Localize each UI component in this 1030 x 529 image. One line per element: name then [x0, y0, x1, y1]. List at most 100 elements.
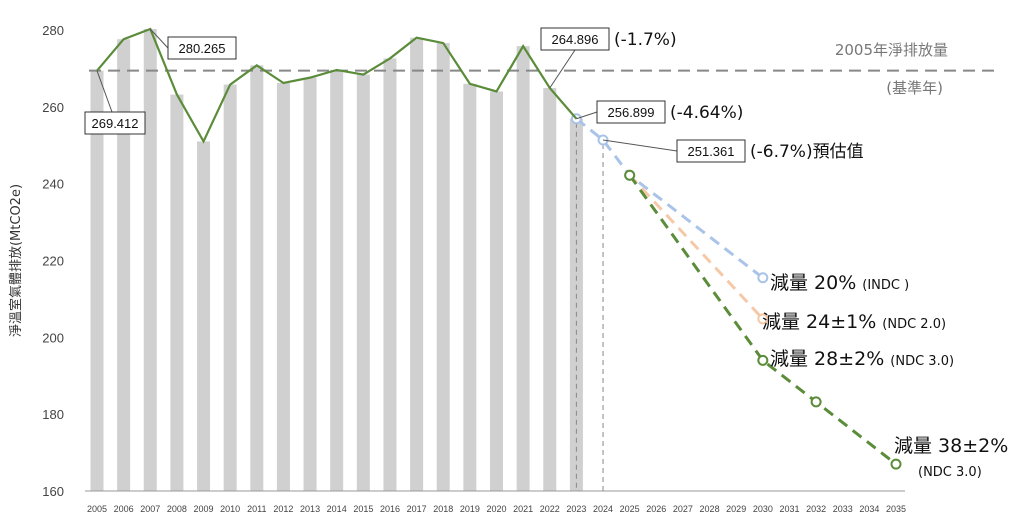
- actual-line: [96, 27, 578, 144]
- bar-2007: [143, 28, 157, 491]
- callout-leader-1: [149, 28, 169, 49]
- bar-2015: [356, 74, 370, 492]
- x-tick-2013: 2013: [300, 504, 320, 514]
- projection-label-2: 減量 28±2%: [770, 348, 884, 370]
- bar-2021: [516, 46, 530, 491]
- x-tick-2021: 2021: [513, 504, 533, 514]
- callout-leader-4: [602, 139, 678, 152]
- x-tick-2026: 2026: [646, 504, 666, 514]
- projection-label-1: 減量 24±1%: [762, 311, 876, 333]
- projection-sublabel-0: (INDC ): [862, 278, 909, 293]
- x-tick-2030: 2030: [753, 504, 773, 514]
- callouts-group: 269.412 280.265 264.896 (-1.7%) 256.899 (-4.6…: [84, 27, 864, 163]
- y-tick-200: 200: [42, 330, 64, 345]
- x-tick-2031: 2031: [779, 504, 799, 514]
- bar-2017: [410, 37, 424, 491]
- callout-value-2: 264.896: [552, 32, 599, 47]
- actual-emissions-line: [96, 27, 578, 144]
- projection-line-2: [628, 174, 897, 466]
- callout-leader-0: [96, 70, 113, 113]
- callout-value-0: 269.412: [92, 116, 139, 131]
- x-tick-2014: 2014: [327, 504, 347, 514]
- bar-2019: [463, 83, 477, 492]
- baseline-label: 2005年淨排放量: [835, 41, 948, 59]
- callout-leaders: [96, 28, 678, 152]
- bar-2022: [543, 88, 557, 491]
- projection-point-0-3: [757, 272, 769, 284]
- x-tick-2034: 2034: [859, 504, 879, 514]
- x-tick-2008: 2008: [167, 504, 187, 514]
- callout-box-0: [84, 111, 146, 135]
- callout-extra-4: (-6.7%)預估值: [750, 142, 864, 162]
- x-tick-2023: 2023: [566, 504, 586, 514]
- x-tick-2029: 2029: [726, 504, 746, 514]
- x-tick-2024: 2024: [593, 504, 613, 514]
- baseline-sublabel: (基準年): [886, 79, 943, 97]
- callout-box-3: [596, 100, 666, 124]
- projection-sublabel-2: (NDC 3.0): [890, 354, 954, 369]
- bar-2014: [330, 69, 344, 491]
- callout-leader-3: [576, 111, 598, 120]
- x-tick-2018: 2018: [433, 504, 453, 514]
- projection-point-2-0: [624, 169, 636, 181]
- bar-2006: [117, 39, 131, 491]
- callout-value-1: 280.265: [179, 41, 226, 56]
- x-tick-2020: 2020: [486, 504, 506, 514]
- bar-2005: [90, 70, 104, 491]
- projection-point-1-1: [757, 313, 769, 325]
- y-tick-260: 260: [42, 100, 64, 115]
- x-tick-2033: 2033: [833, 504, 853, 514]
- projection-sublabel-1: (NDC 2.0): [882, 317, 946, 332]
- bar-2018: [436, 43, 450, 491]
- x-tick-2005: 2005: [87, 504, 107, 514]
- year-marker-lines: [575, 122, 604, 491]
- bar-2020: [490, 91, 503, 491]
- projection-line-0: [575, 117, 764, 279]
- target-2035-label: 減量 38±2%: [894, 435, 1008, 457]
- callout-box-1: [167, 36, 237, 60]
- projection-point-2-1: [757, 354, 769, 366]
- projection-lines: [570, 113, 902, 470]
- x-tick-2011: 2011: [247, 504, 266, 514]
- bar-2016: [383, 58, 397, 491]
- bar-2013: [303, 77, 317, 492]
- bar-2010: [223, 84, 237, 491]
- projection-point-2-3: [890, 458, 902, 470]
- axes-group: 2005 2006 2007 2008 2009 2010 2011 2012 2013 2014…: [42, 23, 906, 514]
- x-tick-2015: 2015: [353, 504, 373, 514]
- projection-line-1: [628, 174, 764, 320]
- bar-2008: [170, 94, 184, 491]
- y-axis-label: 淨溫室氣體排放(MtCO2e): [8, 184, 24, 337]
- callout-value-4: 251.361: [688, 144, 735, 159]
- bar-2012: [276, 83, 290, 491]
- x-tick-2007: 2007: [140, 504, 160, 514]
- callout-extra-3: (-4.64%): [670, 103, 743, 123]
- callout-extra-2: (-1.7%): [614, 30, 677, 50]
- x-tick-2019: 2019: [460, 504, 480, 514]
- bars-group: [90, 28, 583, 492]
- x-tick-2027: 2027: [673, 504, 693, 514]
- y-tick-160: 160: [42, 484, 64, 499]
- callout-box-2: [540, 27, 610, 51]
- callout-leader-2: [549, 49, 576, 89]
- target-2035-sublabel: (NDC 3.0): [918, 465, 982, 480]
- y-tick-280: 280: [42, 23, 64, 38]
- x-tick-2025: 2025: [620, 504, 640, 514]
- projection-point-2-2: [810, 396, 822, 408]
- callout-box-4: [676, 139, 746, 163]
- baseline-group: 2005年淨排放量 (基準年): [89, 41, 996, 97]
- x-tick-2006: 2006: [114, 504, 134, 514]
- x-tick-2032: 2032: [806, 504, 826, 514]
- x-tick-2035: 2035: [886, 504, 906, 514]
- bar-2011: [250, 65, 264, 492]
- x-tick-2012: 2012: [273, 504, 293, 514]
- x-tick-2010: 2010: [220, 504, 240, 514]
- x-tick-2016: 2016: [380, 504, 400, 514]
- y-tick-240: 240: [42, 177, 64, 192]
- x-tick-2017: 2017: [407, 504, 427, 514]
- y-tick-220: 220: [42, 254, 64, 269]
- bar-2009: [197, 141, 211, 492]
- x-tick-2028: 2028: [700, 504, 720, 514]
- projection-label-0: 減量 20%: [770, 272, 856, 294]
